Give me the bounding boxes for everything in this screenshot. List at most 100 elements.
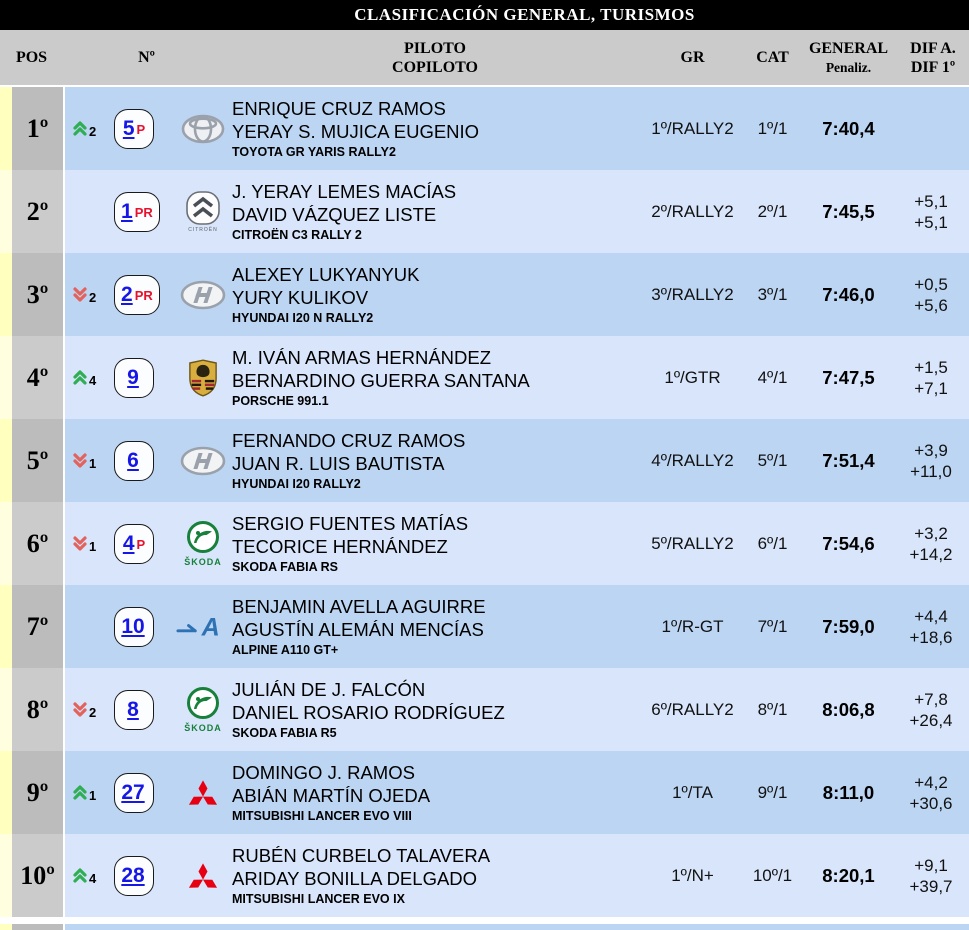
car-number-link[interactable]: 4 <box>122 531 135 555</box>
header-pilot-line1: PILOTO <box>404 39 466 57</box>
position-cell: 10º <box>12 834 65 917</box>
dif-previous: +4,4 <box>914 606 948 626</box>
movement-indicator: 4 <box>72 865 114 886</box>
position-label: 8º <box>26 694 49 724</box>
driver-name: JULIÁN DE J. FALCÓN <box>232 678 426 700</box>
driver-name: M. IVÁN ARMAS HERNÁNDEZ <box>232 346 492 368</box>
car-number-badge: 10 <box>114 606 154 647</box>
skoda-logo: ŠKODA <box>184 687 222 733</box>
position-cell: 9º <box>12 751 65 834</box>
row-accent-stripe <box>0 419 12 502</box>
table-row: 2º 1 PR <box>0 170 969 253</box>
car-number-link[interactable]: 6 <box>127 448 139 472</box>
row-body <box>65 924 969 930</box>
car-model: TOYOTA GR YARIS RALLY2 <box>232 144 396 159</box>
car-number-badge-box: 2 PR <box>114 274 176 315</box>
header-general: GENERAL Penaliz. <box>800 39 897 77</box>
position-label: 3º <box>26 279 49 309</box>
driver-name: J. YERAY LEMES MACÍAS <box>232 180 457 202</box>
dif-cell: +3,2 +14,2 <box>897 523 969 565</box>
group-cell: 1º/TA <box>672 782 713 802</box>
dif-previous: +4,2 <box>914 772 948 792</box>
positions-changed: 1 <box>89 788 97 803</box>
group-cell: 2º/RALLY2 <box>651 201 734 221</box>
table-row: 5º 1 6 <box>0 419 969 502</box>
car-number-link[interactable]: 9 <box>127 365 139 389</box>
car-number-link[interactable]: 27 <box>121 780 145 804</box>
row-accent-stripe <box>0 834 12 917</box>
mitsubishi-logo <box>188 779 218 805</box>
crew-names: RUBÉN CURBELO TALAVERA ARIDAY BONILLA DE… <box>230 844 640 908</box>
position-label: 9º <box>26 777 49 807</box>
dif-cell: +3,9 +11,0 <box>897 440 969 482</box>
priority-tag: P <box>136 122 146 137</box>
total-time: 7:45,5 <box>822 200 875 222</box>
position-label: 4º <box>26 362 49 392</box>
down-arrows-icon <box>72 701 88 718</box>
skoda-logo: ŠKODA <box>184 521 221 567</box>
position-label: 2º <box>26 196 49 226</box>
car-number-badge: 6 <box>114 440 154 481</box>
dif-first: +30,6 <box>909 793 953 813</box>
position-cell: 4º <box>12 336 65 419</box>
codriver-name: ARIDAY BONILLA DELGADO <box>232 867 478 889</box>
brand-logo: CITROËN <box>176 358 230 397</box>
total-time: 7:46,0 <box>822 283 875 305</box>
codriver-name: JUAN R. LUIS BAUTISTA <box>232 452 445 474</box>
car-number-link[interactable]: 1 <box>121 199 133 223</box>
dif-first: +18,6 <box>909 627 953 647</box>
table-row: 4º 4 9 <box>0 336 969 419</box>
car-model: SKODA FABIA R5 <box>232 725 337 740</box>
car-number-badge: 5 P <box>114 108 154 149</box>
svg-text:ŠKODA: ŠKODA <box>184 722 222 733</box>
dif-previous: +3,2 <box>914 523 948 543</box>
row-accent-stripe <box>0 751 12 834</box>
table-row: 10º 4 28 <box>0 834 969 917</box>
brand-logo: CITROËN <box>176 686 230 733</box>
table-header: POS Nº PILOTO COPILOTO GR CAT GENERAL Pe… <box>0 30 969 87</box>
dif-previous: +7,8 <box>914 689 948 709</box>
row-accent-stripe <box>0 668 12 751</box>
position-cell: 2º <box>12 170 65 253</box>
position-cell: 5º <box>12 419 65 502</box>
car-number-badge-box: 6 <box>114 440 176 481</box>
car-number-link[interactable]: 8 <box>127 697 139 721</box>
row-accent-stripe <box>0 585 12 668</box>
driver-name: ENRIQUE CRUZ RAMOS <box>232 97 446 119</box>
down-arrows-icon <box>72 535 88 552</box>
row-body: 4 9 CITROËN <box>65 336 969 419</box>
car-number-link[interactable]: 5 <box>122 116 135 140</box>
car-number-link[interactable]: 10 <box>121 614 145 638</box>
up-arrows-icon <box>72 369 88 386</box>
group-cell: 4º/RALLY2 <box>651 450 734 470</box>
crew-names: ALEXEY LUKYANYUK YURY KULIKOV HYUNDAI I2… <box>230 263 640 327</box>
category-cell: 3º/1 <box>757 284 788 304</box>
position-label: 10º <box>20 860 55 890</box>
crew-names: M. IVÁN ARMAS HERNÁNDEZ BERNARDINO GUERR… <box>230 346 640 410</box>
dif-previous: +5,1 <box>914 191 948 211</box>
priority-tag: PR <box>134 288 153 303</box>
table-row: 8º 2 8 <box>0 668 969 751</box>
row-body: 4 28 CITROËN <box>65 834 969 917</box>
total-time: 7:40,4 <box>822 117 875 139</box>
dif-cell: +1,5 +7,1 <box>897 357 969 399</box>
car-number-badge-box: 8 <box>114 689 176 730</box>
car-number-link[interactable]: 2 <box>121 282 133 306</box>
car-number-link[interactable]: 28 <box>121 863 145 887</box>
codriver-name: TECORICE HERNÁNDEZ <box>232 535 448 557</box>
row-accent-stripe <box>0 924 12 930</box>
codriver-name: DANIEL ROSARIO RODRÍGUEZ <box>232 701 505 723</box>
row-body: 1 27 CITROËN <box>65 751 969 834</box>
row-accent-stripe <box>0 253 12 336</box>
row-body: 1 6 CITROËN <box>65 419 969 502</box>
row-accent-stripe <box>0 87 12 170</box>
car-model: MITSUBISHI LANCER EVO VIII <box>232 808 412 823</box>
positions-changed: 2 <box>89 124 97 139</box>
brand-logo: CITROËN <box>176 190 230 233</box>
car-model: ALPINE A110 GT+ <box>232 642 339 657</box>
table-row: 6º 1 4 P <box>0 502 969 585</box>
row-accent-stripe <box>0 336 12 419</box>
movement-indicator: 1 <box>72 450 114 471</box>
category-cell: 4º/1 <box>757 367 788 387</box>
